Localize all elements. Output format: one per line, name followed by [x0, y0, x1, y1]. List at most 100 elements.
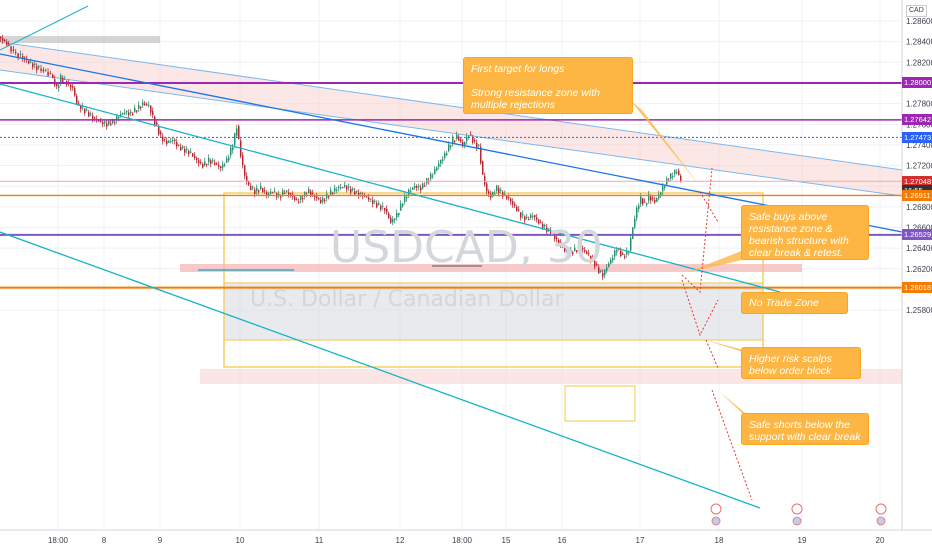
time-tick-label: 15 — [502, 536, 511, 545]
candle-body — [462, 142, 464, 145]
annotation-safe-shorts[interactable]: Safe shorts below the support with clear… — [741, 413, 869, 445]
candle-body — [520, 212, 522, 218]
grey-zone — [0, 36, 160, 43]
trendline — [0, 53, 903, 233]
time-tick-label: 9 — [158, 536, 163, 545]
price-tag: 1.26018 — [902, 282, 932, 294]
candle-body — [184, 149, 186, 153]
candle-body — [4, 40, 6, 42]
candle-body — [374, 200, 376, 202]
price-tag: 1.26529 — [902, 229, 932, 241]
candle-body — [304, 192, 306, 197]
candle-body — [448, 144, 450, 152]
candle-body — [238, 126, 240, 140]
candle-body — [252, 187, 254, 189]
candle-body — [494, 193, 496, 195]
candle-body — [396, 213, 398, 218]
candle-body — [170, 140, 172, 142]
candle-body — [658, 194, 660, 199]
candle-body — [464, 142, 466, 145]
annotation-line: resistance zone & — [749, 223, 833, 235]
candle-body — [522, 213, 524, 216]
candle-body — [534, 215, 536, 218]
candle-body — [674, 170, 676, 174]
candle-body — [616, 250, 618, 253]
candle-body — [456, 134, 458, 139]
candle-body — [144, 103, 146, 105]
candle-body — [680, 175, 682, 182]
candle-body — [280, 196, 282, 198]
watermark-instrument-name: U.S. Dollar / Canadian Dollar — [250, 287, 564, 312]
annotation-first-target[interactable]: First target for longs Strong resistance… — [463, 57, 633, 114]
time-axis[interactable]: 18:00 8 9 10 11 12 18:00 15 16 17 18 19 20 — [0, 529, 932, 550]
annotation-line: multiple rejections — [471, 99, 556, 111]
candle-body — [288, 192, 290, 195]
time-tick-label: 18:00 — [48, 536, 69, 545]
candle-body — [578, 247, 580, 250]
candle-body — [366, 196, 368, 198]
time-tick-label: 12 — [396, 536, 405, 545]
annotation-line: support with clear break — [749, 431, 861, 443]
candle-body — [45, 69, 47, 71]
annotation-line: bearish structure with — [749, 235, 849, 247]
candle-body — [406, 196, 408, 199]
candle-body — [126, 111, 128, 113]
candle-body — [302, 198, 304, 200]
candle-body — [386, 208, 388, 213]
candle-body — [644, 201, 646, 203]
candle-body — [86, 109, 88, 111]
candle-body — [206, 163, 208, 165]
candle-body — [150, 105, 152, 113]
candle-body — [404, 195, 406, 202]
candle-body — [146, 104, 148, 106]
time-tick-label: 11 — [315, 536, 324, 545]
candle-body — [480, 146, 482, 164]
candle-body — [318, 198, 320, 200]
annotation-higher-risk-scalps[interactable]: Higher risk scalps below order block — [741, 347, 861, 379]
candle-body — [376, 203, 378, 208]
candle-body — [80, 105, 82, 110]
candle-body — [400, 203, 402, 211]
candle-body — [438, 163, 440, 167]
candle-body — [84, 108, 86, 114]
annotation-line: clear break & retest. — [749, 247, 843, 259]
candle-body — [78, 103, 80, 105]
candle-body — [420, 187, 422, 191]
candle-body — [678, 170, 680, 175]
candle-body — [0, 36, 2, 39]
candle-body — [232, 147, 234, 151]
projection-down — [711, 389, 753, 501]
annotation-no-trade-zone[interactable]: No Trade Zone — [741, 292, 848, 314]
price-tag: 1.27048 — [902, 175, 932, 187]
candle-body — [130, 111, 132, 114]
candle-body — [482, 161, 484, 175]
candle-body — [234, 133, 236, 145]
candle-body — [452, 138, 454, 143]
candle-body — [650, 196, 652, 201]
candle-body — [30, 61, 32, 63]
price-tag: 1.27473 — [902, 131, 932, 143]
candle-body — [220, 166, 222, 169]
candle-body — [344, 185, 346, 187]
candle-body — [348, 186, 350, 188]
candle-body — [176, 142, 178, 147]
candle-body — [282, 190, 284, 195]
candle-body — [602, 272, 604, 277]
candle-body — [440, 159, 442, 164]
candle-body — [548, 228, 550, 230]
price-tick-label: 1.28200 — [906, 58, 932, 67]
annotation-safe-buys[interactable]: Safe buys above resistance zone & bearis… — [741, 205, 869, 260]
projection-range — [681, 279, 719, 337]
candle-body — [230, 147, 232, 156]
time-tick-label: 19 — [798, 536, 807, 545]
candle-body — [408, 189, 410, 195]
annotation-line: Strong resistance zone with — [471, 87, 600, 99]
candle-body — [204, 161, 206, 166]
candle-body — [484, 175, 486, 185]
candle-body — [624, 256, 626, 258]
candle-body — [47, 71, 49, 76]
trendline — [0, 5, 89, 51]
candle-body — [560, 242, 562, 246]
candle-body — [28, 60, 30, 64]
